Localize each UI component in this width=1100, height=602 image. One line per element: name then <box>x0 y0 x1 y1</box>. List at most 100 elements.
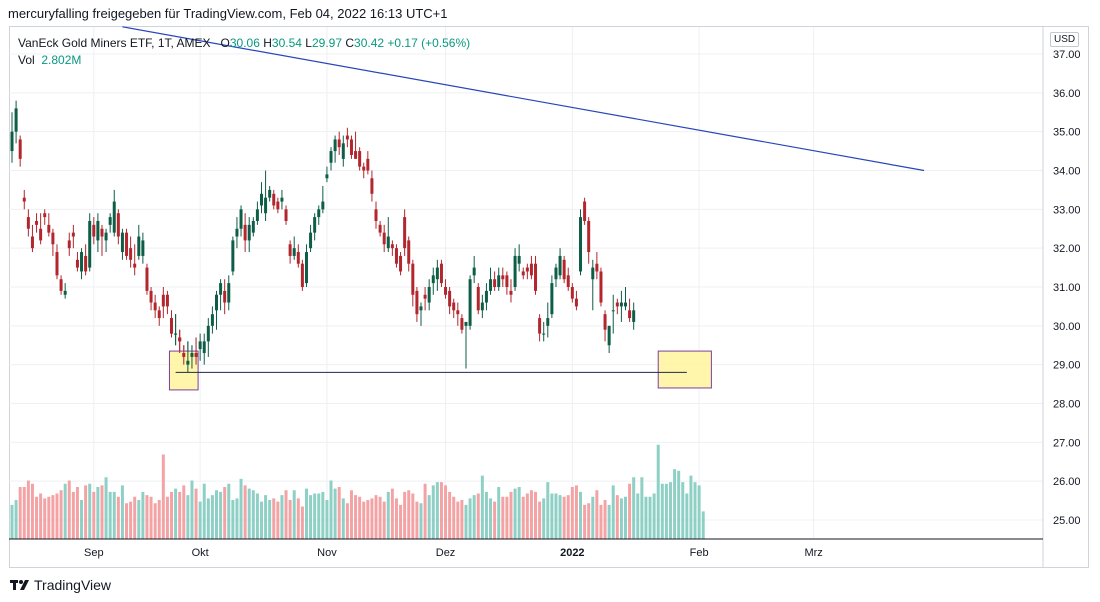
candle-body <box>554 267 558 280</box>
volume-bar <box>10 504 14 539</box>
change-value: +0.17 (+0.56%) <box>387 36 471 50</box>
volume-bar <box>673 469 677 539</box>
candle-body <box>63 290 67 295</box>
candle-body <box>300 263 304 287</box>
candle <box>403 209 407 256</box>
volume-bar <box>542 498 546 539</box>
candle-body <box>309 232 313 249</box>
volume-bar <box>505 496 509 539</box>
volume-bar <box>366 500 370 539</box>
low-value: 29.97 <box>311 36 343 50</box>
candle <box>141 232 145 264</box>
candle-body <box>444 287 448 295</box>
time-axis: Sep Okt Nov Dez 2022 Feb Mrz <box>84 547 823 559</box>
tradingview-brand[interactable]: TradingView <box>10 577 111 593</box>
candle <box>47 213 51 237</box>
currency-badge[interactable]: USD <box>1050 32 1080 47</box>
volume-bar <box>599 504 603 539</box>
candle-body <box>399 255 403 272</box>
volume-bar <box>264 495 268 539</box>
volume-bar <box>636 493 640 539</box>
price-axis: 25.00 26.00 27.00 28.00 29.00 30.00 31.00 32.00… <box>1053 49 1081 527</box>
volume-bar <box>108 491 112 539</box>
symbol-name[interactable]: VanEck Gold Miners ETF, 1T, AMEX <box>18 36 211 50</box>
candle <box>542 321 546 342</box>
volume-bar <box>153 503 157 539</box>
volume-bar <box>652 493 656 539</box>
candle-body <box>251 220 255 233</box>
volume-bar <box>615 495 619 539</box>
open-value: 30.06 <box>229 36 260 50</box>
volume-bar <box>591 496 595 539</box>
candle-body <box>509 290 513 295</box>
candle-body <box>272 193 276 206</box>
price-chart[interactable]: 25.00 26.00 27.00 28.00 29.00 30.00 31.00 32.00… <box>0 0 1100 570</box>
candle-body <box>43 213 47 218</box>
candle-body <box>362 166 366 171</box>
candle-body <box>276 201 280 210</box>
volume-bar <box>607 504 611 539</box>
candle-body <box>145 267 149 291</box>
candle-body <box>484 290 488 303</box>
candle <box>284 205 288 225</box>
time-tick-label: Dez <box>436 547 456 559</box>
candle-body <box>390 244 394 249</box>
volume-bar <box>120 485 124 539</box>
candle-body <box>341 143 345 159</box>
volume-bar <box>174 488 178 539</box>
candle <box>501 267 505 287</box>
candle-body <box>354 151 358 159</box>
volume-bar <box>660 483 664 539</box>
volume-bar <box>370 498 374 539</box>
candle <box>26 209 30 237</box>
volume-bar <box>84 485 88 539</box>
candle <box>304 244 308 287</box>
volume-bar <box>640 477 644 539</box>
candle-body <box>358 151 362 167</box>
candle <box>92 217 96 245</box>
volume-label[interactable]: Vol <box>18 53 35 67</box>
volume-bar <box>570 487 574 539</box>
candle <box>276 197 280 214</box>
candle-body <box>448 290 452 307</box>
candle-body <box>288 244 292 256</box>
candle-body <box>456 310 460 315</box>
candle <box>321 186 325 214</box>
candle-body <box>174 333 178 335</box>
volume-bar <box>18 487 22 539</box>
candle <box>125 228 129 260</box>
candle-body <box>178 337 182 342</box>
candle-body <box>464 321 468 326</box>
volume-bar <box>251 490 255 539</box>
volume-bar <box>317 493 321 539</box>
candle <box>538 314 542 342</box>
volume-bar <box>165 496 169 539</box>
volume-bar <box>525 493 529 539</box>
volume-bar <box>284 490 288 539</box>
candle <box>550 275 554 319</box>
volume-bar <box>182 485 186 539</box>
volume-bar <box>509 491 513 539</box>
candle <box>476 283 480 315</box>
candle-body <box>170 318 174 334</box>
candle <box>137 224 141 260</box>
candle <box>198 333 202 361</box>
volume-bar <box>513 488 517 539</box>
volume-bar <box>88 483 92 539</box>
volume-bar <box>325 500 329 539</box>
volume-bar <box>137 500 141 539</box>
volume-bar <box>30 483 34 539</box>
candle-body <box>157 310 161 319</box>
chart-frame[interactable] <box>9 26 1089 568</box>
candle-body <box>411 263 415 295</box>
volume-bar <box>390 488 394 539</box>
candle <box>329 147 333 171</box>
volume-bars <box>10 444 705 539</box>
candle <box>120 228 124 260</box>
volume-bar <box>403 491 407 539</box>
candle <box>341 135 345 167</box>
candle <box>231 236 235 276</box>
candle-body <box>370 178 374 194</box>
candle-body <box>84 255 88 272</box>
candle-body <box>190 353 194 357</box>
